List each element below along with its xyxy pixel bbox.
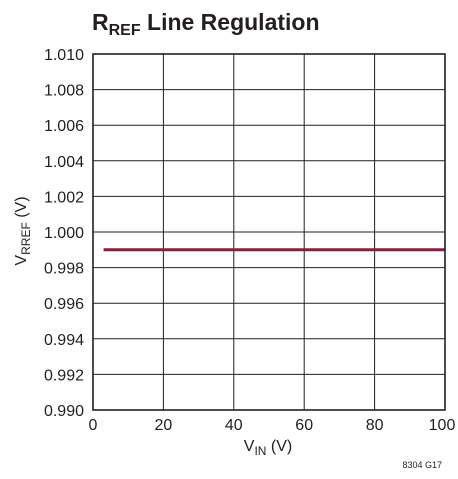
chart-title-rest: Line Regulation xyxy=(141,9,320,35)
x-tick-label: 80 xyxy=(366,417,384,434)
x-axis-label: VIN (V) xyxy=(244,438,292,458)
y-tick-label: 1.010 xyxy=(44,47,84,64)
y-tick-label: 0.996 xyxy=(44,296,84,313)
y-tick-label: 1.002 xyxy=(44,189,84,206)
y-tick-label: 0.992 xyxy=(44,367,84,384)
x-tick-label: 40 xyxy=(225,417,243,434)
x-tick-label: 20 xyxy=(155,417,173,434)
y-axis-label-rest: (V) xyxy=(13,196,30,222)
figure-id: 8304 G17 xyxy=(402,460,442,470)
x-tick-label: 0 xyxy=(89,417,98,434)
x-tick-label: 100 xyxy=(429,417,456,434)
plot-frame xyxy=(92,53,446,411)
chart-title-main: R xyxy=(92,9,109,35)
chart-title: RREF Line Regulation xyxy=(92,9,320,39)
chart-title-sub: REF xyxy=(109,22,141,39)
x-tick-label: 60 xyxy=(295,417,313,434)
y-tick-label: 0.990 xyxy=(44,403,84,420)
x-axis-label-main: V xyxy=(244,438,255,455)
y-tick-label: 0.998 xyxy=(44,261,84,278)
y-tick-labels: 0.990 0.992 0.994 0.996 0.998 1.000 1.002 1.004… xyxy=(44,47,84,420)
y-tick-label: 1.000 xyxy=(44,225,84,242)
y-tick-label: 1.006 xyxy=(44,118,84,135)
y-tick-label: 1.008 xyxy=(44,83,84,100)
y-axis-label-main: V xyxy=(13,255,30,266)
grid xyxy=(92,53,446,411)
x-axis-label-sub: IN xyxy=(254,444,266,458)
x-tick-labels: 0 20 40 60 80 100 xyxy=(89,417,456,434)
y-axis-label: VRREF (V) xyxy=(13,196,33,265)
x-axis-label-rest: (V) xyxy=(266,438,292,455)
y-axis-label-sub: RREF xyxy=(19,222,33,255)
y-tick-label: 0.994 xyxy=(44,332,84,349)
y-tick-label: 1.004 xyxy=(44,154,84,171)
